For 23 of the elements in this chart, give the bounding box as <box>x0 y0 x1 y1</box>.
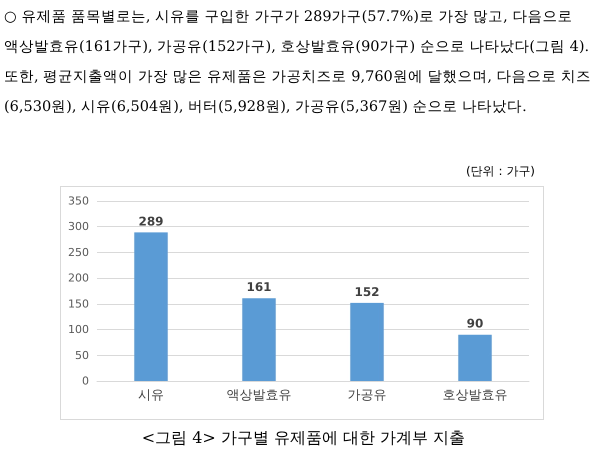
x-tick-label: 호상발효유 <box>442 388 508 403</box>
y-tick-label: 200 <box>68 272 89 285</box>
y-tick-label: 50 <box>75 348 89 362</box>
data-label: 152 <box>354 284 380 299</box>
data-label: 90 <box>466 316 484 331</box>
x-tick-label: 액상발효유 <box>226 388 292 403</box>
y-tick-label: 0 <box>82 374 89 388</box>
bar <box>134 232 168 381</box>
y-tick-label: 300 <box>68 220 89 234</box>
bar <box>458 334 492 381</box>
data-label: 161 <box>246 280 272 294</box>
text: <그림 4> 가구별 유제품에 대한 가계부 지출 <box>140 428 466 449</box>
bar <box>350 302 384 381</box>
y-tick-label: 350 <box>68 194 89 208</box>
bar <box>242 298 276 381</box>
y-tick-label: 250 <box>68 246 89 259</box>
y-tick-label: 100 <box>68 323 89 336</box>
x-tick-label: 가공유 <box>348 388 386 403</box>
y-tick-label: 150 <box>68 297 89 310</box>
data-label: 289 <box>138 214 164 228</box>
x-tick-label: 시유 <box>138 388 164 403</box>
text: ○ 유제품 품목별로는, 시유를 구입한 가구가 289가구(57.7%)로 가장 많고, 다음으로 액상발효유(161가구), 가공유(152가구), 호상발효유(90가구) 순으로 나타났다(그림 4). 또한, 평균지출액이 가장 많은 유제품은 가공치즈로 9,760원에 달했으며, 다음으로 치즈(6,530원), 시유(6,504원), 버터(5,928원), 가공유(5,367원) 순으로 나타났다. <box>4 8 592 117</box>
text: (단위 : 가구) <box>466 163 535 180</box>
